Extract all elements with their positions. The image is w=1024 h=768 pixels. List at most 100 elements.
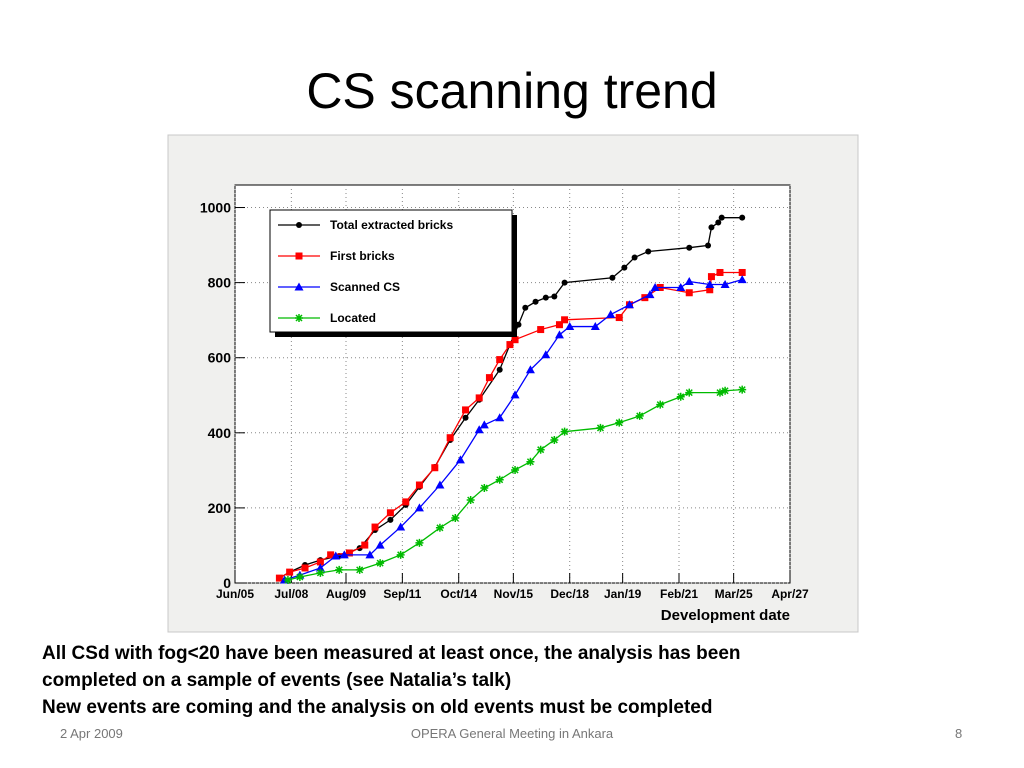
data-point [496, 366, 503, 373]
data-point [560, 427, 569, 436]
data-point [551, 293, 558, 300]
data-point [561, 279, 568, 286]
data-point [511, 336, 519, 344]
data-point [615, 314, 623, 322]
note-line: completed on a sample of events (see Nat… [42, 670, 512, 691]
data-point [376, 559, 385, 568]
data-point [495, 413, 505, 422]
footer-center: OPERA General Meeting in Ankara [410, 726, 614, 741]
note-line: New events are coming and the analysis o… [42, 697, 713, 718]
data-point [415, 481, 423, 489]
data-point [565, 322, 575, 331]
data-point [446, 434, 454, 442]
data-point [624, 300, 634, 309]
x-tick-label: Jul/08 [274, 587, 308, 601]
data-point [708, 224, 715, 231]
data-point [435, 523, 444, 532]
legend-marker [294, 282, 304, 291]
data-point [485, 374, 493, 382]
data-point [396, 522, 406, 531]
data-point [451, 514, 460, 523]
data-point [295, 572, 304, 581]
legend-label: First bricks [330, 249, 395, 263]
data-point [365, 550, 375, 559]
footer-page: 8 [955, 726, 963, 741]
data-point [345, 549, 353, 557]
slide-title: CS scanning trend [306, 63, 718, 119]
data-point [496, 356, 504, 364]
notes: All CSd with fog<20 have been measured a… [42, 640, 741, 721]
x-tick-label: Jun/05 [216, 587, 254, 601]
x-tick-label: Sep/11 [383, 587, 421, 601]
data-point [706, 286, 714, 294]
y-tick-label: 1000 [200, 200, 231, 216]
legend-marker [296, 222, 302, 228]
x-tick-label: Oct/14 [440, 587, 477, 601]
data-point [536, 445, 545, 454]
data-point [462, 406, 470, 414]
x-tick-label: Nov/15 [494, 587, 534, 601]
footer-date: 2 Apr 2009 [60, 726, 123, 741]
data-point [522, 304, 529, 311]
data-point [506, 341, 514, 349]
data-point [606, 310, 616, 319]
data-point [676, 392, 685, 401]
data-point [402, 498, 410, 506]
data-point [615, 418, 624, 427]
data-point [414, 503, 424, 512]
data-point [474, 425, 484, 434]
data-point [715, 388, 724, 397]
data-point [466, 496, 475, 505]
note-line: All CSd with fog<20 have been measured a… [42, 643, 741, 664]
data-point [316, 568, 325, 577]
data-point [685, 388, 694, 397]
data-point [635, 411, 644, 420]
y-tick-label: 600 [208, 350, 232, 366]
data-point [435, 480, 445, 489]
data-point [537, 326, 545, 334]
data-point [716, 268, 724, 276]
data-point [462, 414, 469, 421]
data-point [590, 322, 600, 331]
data-point [739, 214, 746, 221]
data-point [455, 455, 465, 464]
data-point [645, 248, 652, 255]
x-tick-label: Jan/19 [604, 587, 642, 601]
data-point [331, 551, 341, 560]
y-tick-label: 0 [223, 575, 231, 591]
data-point [705, 280, 715, 288]
legend-label: Scanned CS [330, 280, 400, 294]
data-point [355, 565, 364, 574]
legend-label: Total extracted bricks [330, 218, 453, 232]
data-point [718, 214, 725, 221]
legend-marker [295, 252, 303, 260]
x-tick-label: Apr/27 [771, 587, 809, 601]
data-point [375, 540, 385, 549]
data-point [371, 523, 379, 531]
data-point [386, 509, 394, 517]
data-point [275, 574, 283, 582]
data-point [609, 274, 616, 281]
x-tick-label: Aug/09 [326, 587, 366, 601]
data-point [431, 464, 439, 472]
data-point [480, 484, 489, 493]
data-point [738, 268, 746, 276]
data-point [396, 550, 405, 559]
legend-marker [295, 314, 303, 322]
data-point [550, 435, 559, 444]
data-point [720, 280, 730, 288]
y-tick-label: 200 [208, 500, 232, 516]
data-point [301, 564, 309, 572]
data-point [621, 264, 628, 271]
data-point [541, 350, 551, 359]
data-point [656, 400, 665, 409]
data-point [684, 276, 694, 285]
x-tick-label: Mar/25 [715, 587, 753, 601]
data-point [495, 475, 504, 484]
data-point [738, 385, 747, 394]
data-point [387, 516, 394, 523]
x-tick-label: Dec/18 [550, 587, 589, 601]
y-tick-label: 400 [208, 425, 232, 441]
